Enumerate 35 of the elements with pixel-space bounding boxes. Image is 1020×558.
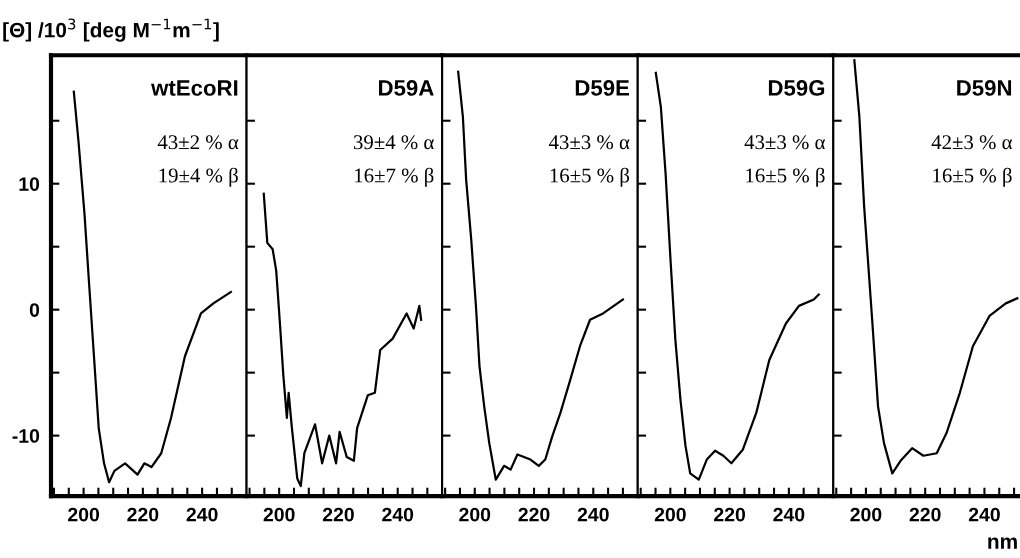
- annotation: 16±7 % β: [355, 167, 434, 187]
- x-tick-label: 220: [322, 507, 354, 522]
- annotation: 39±4 % α: [353, 135, 434, 150]
- x-tick-label: 200: [850, 507, 882, 522]
- y-tick-label: 0: [29, 303, 40, 317]
- annotation: 16±5 % β: [550, 167, 630, 187]
- x-tick-label: 240: [382, 507, 414, 522]
- annotation: 19±4 % β: [159, 167, 238, 187]
- annotation: 43±3 % α: [744, 135, 826, 150]
- annotation: 42±3 % α: [931, 135, 1013, 150]
- annotation: 16±5 % β: [746, 167, 825, 187]
- x-tick-label: 220: [909, 507, 941, 522]
- annotation: 43±3 % α: [548, 135, 630, 150]
- x-tick-label: 240: [773, 507, 805, 522]
- x-tick-label: 200: [263, 507, 295, 522]
- y-tick-label: 10: [19, 177, 40, 191]
- annotation: 16±5 % β: [933, 167, 1012, 187]
- text: D59A: [379, 80, 434, 96]
- annotation: 43±2 % α: [157, 135, 239, 150]
- text: D59G: [768, 80, 825, 96]
- x-tick-label: 200: [459, 507, 491, 522]
- x-tick-label: 200: [654, 507, 686, 522]
- x-tick-label: 240: [968, 507, 1000, 522]
- y-tick-label: -10: [12, 429, 40, 443]
- y-axis-title: [Θ] /10$^{3}$ [deg M$^{−1}$m$^{−1}$]: [3, 18, 219, 42]
- text: wtEcoRI: [151, 80, 238, 96]
- x-tick-label: 240: [577, 507, 609, 522]
- x-tick-label: 240: [186, 507, 218, 522]
- x-tick-label: 220: [127, 507, 159, 522]
- x-tick-label: 220: [518, 507, 550, 522]
- text: D59N: [957, 80, 1012, 96]
- x-tick-label: 220: [714, 507, 746, 522]
- x-tick-label: 200: [68, 507, 100, 522]
- text: D59E: [575, 80, 630, 96]
- x-axis-title: nm: [988, 537, 1017, 549]
